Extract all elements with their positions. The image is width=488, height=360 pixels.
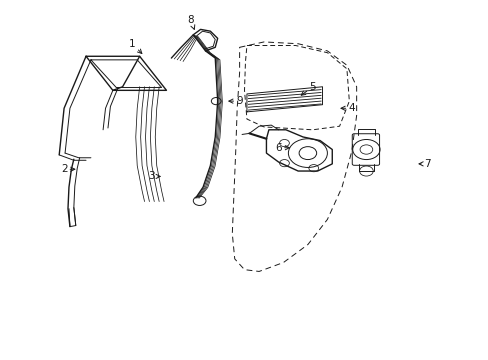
- Text: 4: 4: [340, 103, 354, 113]
- Text: 6: 6: [275, 143, 289, 153]
- Text: 9: 9: [228, 96, 243, 106]
- FancyBboxPatch shape: [351, 134, 379, 165]
- Text: 5: 5: [301, 82, 315, 95]
- Text: 8: 8: [187, 15, 194, 30]
- Text: 2: 2: [61, 164, 75, 174]
- Text: 3: 3: [148, 171, 160, 181]
- Text: 1: 1: [129, 39, 142, 54]
- Text: 7: 7: [418, 159, 430, 169]
